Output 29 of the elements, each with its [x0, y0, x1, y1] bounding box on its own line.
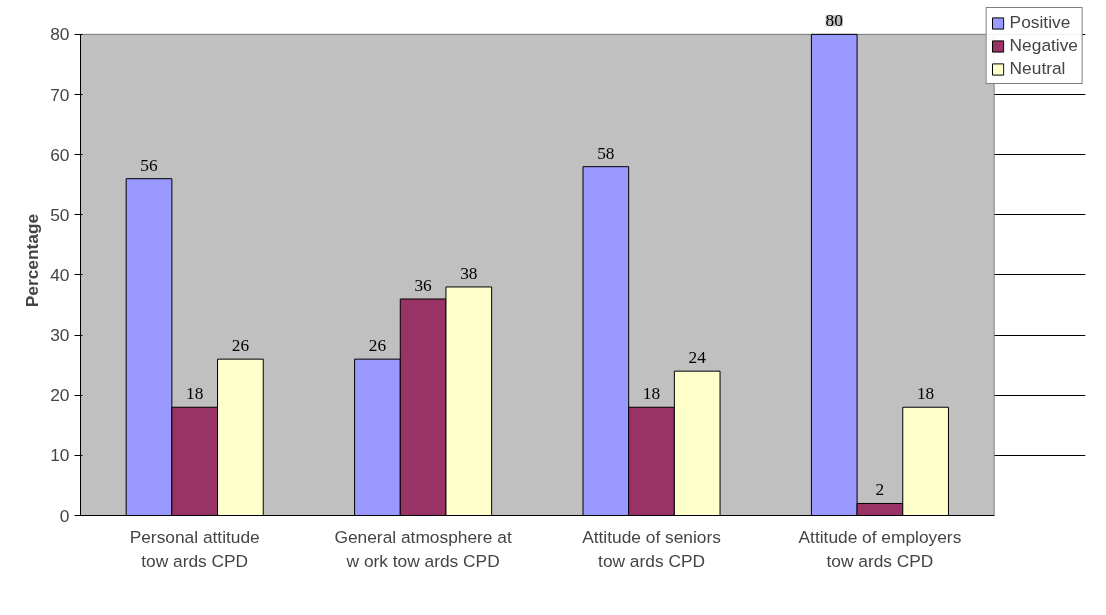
y-tick-label: 80	[50, 24, 70, 45]
y-tick-label: 10	[50, 445, 70, 466]
y-tick-label: 40	[50, 264, 70, 285]
y-tick-label: 0	[59, 505, 70, 526]
data-label: 2	[875, 480, 885, 500]
data-label: 38	[460, 263, 478, 283]
x-tick-label: Attitude of employers tow ards CPD	[798, 526, 962, 571]
data-label: 26	[231, 336, 250, 356]
data-label: 18	[642, 384, 661, 404]
legend-label: Positive	[1009, 12, 1071, 33]
data-label: 18	[916, 384, 935, 404]
data-label: 56	[140, 155, 159, 175]
data-label: 58	[597, 143, 615, 163]
x-tick-label: Personal attitude tow ards CPD	[129, 526, 260, 571]
y-tick-label: 50	[50, 204, 70, 225]
x-tick-label: Attitude of seniors tow ards CPD	[582, 526, 722, 571]
y-axis-title: Percentage	[22, 213, 43, 308]
data-label: 26	[368, 336, 387, 356]
data-label: 36	[414, 275, 433, 295]
x-tick-label: General atmosphere at w ork tow ards CPD	[334, 526, 512, 571]
y-tick-label: 20	[50, 385, 70, 406]
data-label: 18	[186, 384, 204, 404]
data-label: 24	[688, 348, 707, 368]
y-tick-label: 60	[50, 144, 70, 165]
legend-label: Negative	[1009, 35, 1078, 56]
y-tick-label: 30	[50, 325, 70, 346]
legend-label: Neutral	[1009, 58, 1066, 79]
data-label: 80	[825, 11, 843, 31]
y-tick-label: 70	[50, 84, 70, 105]
